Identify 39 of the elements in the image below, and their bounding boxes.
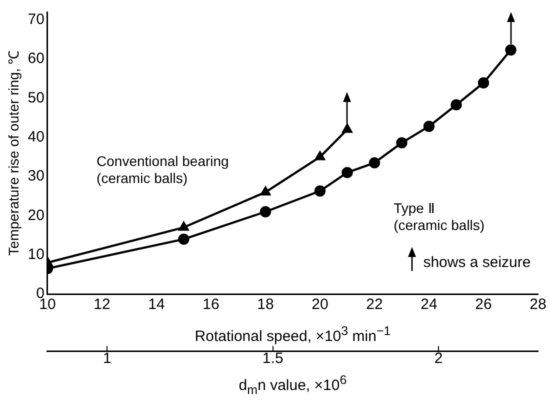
point [342, 124, 352, 133]
x-tick-label: 22 [366, 296, 383, 314]
point [342, 166, 353, 178]
x2-axis-title: d$_{m}$n value, ×10$^{6}$ [238, 373, 347, 397]
point [478, 77, 490, 88]
x-tick-label: 26 [475, 296, 492, 314]
series-label: Conventional bearing (ceramic balls) [96, 153, 230, 187]
x-tick-label: 20 [312, 296, 328, 314]
y-axis-title: Temperature rise of outer ring, ℃ [5, 50, 22, 256]
x-tick-label: 28 [530, 296, 546, 314]
x-tick-label: 14 [148, 296, 165, 314]
point [314, 151, 325, 160]
point [178, 222, 189, 231]
point [396, 137, 408, 148]
point [260, 186, 270, 196]
y-tick-label: 30 [28, 168, 44, 185]
y-tick-label: 50 [28, 89, 44, 106]
y-tick-label: 70 [28, 10, 44, 28]
point [450, 99, 462, 110]
point [423, 120, 435, 132]
point [368, 157, 380, 168]
point [260, 206, 272, 218]
y-tick-label: 20 [28, 206, 44, 224]
x-tick-label: 24 [420, 296, 438, 314]
y-tick-label: 10 [28, 246, 44, 263]
x2-tick-label: 2 [434, 350, 443, 368]
x-axis-title: Rotational speed, ×10$^{3}$ min$^{−1}$ [194, 324, 391, 345]
x-tick-label: 12 [94, 296, 110, 314]
text: Type Ⅱ (ceramic balls) [394, 200, 486, 234]
annotation: shows a seizure [423, 254, 531, 271]
x2-tick-label: 1.5 [262, 350, 284, 368]
y-tick-label: 60 [28, 50, 44, 68]
x-tick-label: 18 [257, 296, 274, 314]
x2-tick-label: 1 [102, 350, 112, 368]
point [178, 234, 190, 245]
point [314, 185, 326, 197]
point [505, 44, 516, 56]
x-tick-label: 16 [202, 296, 220, 314]
y-tick-label: 40 [28, 128, 44, 146]
